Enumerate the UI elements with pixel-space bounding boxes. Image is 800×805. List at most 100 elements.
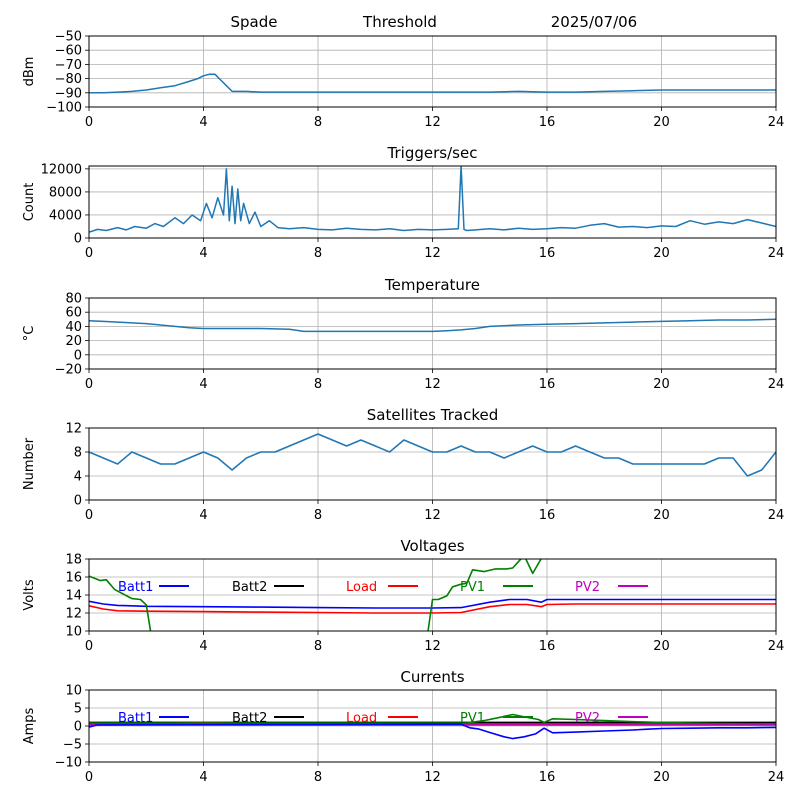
panel-title: Voltages [400, 537, 464, 555]
legend-label-batt1: Batt1 [118, 711, 153, 726]
series-line-voltages-pv1 [89, 559, 542, 631]
series-line-triggers-0 [89, 166, 776, 233]
x-tick-label: 4 [199, 246, 207, 261]
x-tick-label: 4 [199, 770, 207, 785]
series-line-voltages-batt1 [89, 598, 776, 609]
y-tick-label: −20 [55, 363, 82, 378]
y-tick-label: 14 [65, 589, 82, 604]
series-group-signal [89, 73, 776, 94]
x-tick-label: 12 [424, 508, 441, 523]
legend-label-pv1: PV1 [460, 711, 485, 726]
panel-title: Currents [400, 668, 464, 686]
y-tick-label: −10 [55, 756, 82, 771]
panel-satellites: 0 4 8 12 16 20 24 0 4 8 12 Number Satellites Tracked [22, 406, 784, 523]
x-tick-label: 8 [314, 508, 322, 523]
panel-title: Triggers/sec [387, 144, 478, 162]
x-tick-label: 4 [199, 115, 207, 130]
x-tick-label: 24 [768, 639, 785, 654]
x-tick-label: 12 [424, 115, 441, 130]
x-tick-label: 0 [85, 508, 93, 523]
y-tick-label: 20 [65, 334, 82, 349]
x-tick-label: 8 [314, 377, 322, 392]
legend-label-pv2: PV2 [575, 711, 600, 726]
series-line-temperature-0 [89, 318, 776, 333]
series-group-temperature [89, 318, 776, 333]
y-tick-label: −80 [55, 72, 82, 87]
series-group-satellites [89, 433, 776, 477]
y-tick-label: 8 [74, 446, 82, 461]
y-tick-label: 4 [74, 470, 82, 485]
x-tick-label: 12 [424, 377, 441, 392]
y-tick-label: 0 [74, 720, 82, 735]
y-tick-label: 60 [65, 306, 82, 321]
legend-label-batt2: Batt2 [232, 580, 267, 595]
legend-label-pv2: PV2 [575, 580, 600, 595]
x-tick-label: 12 [424, 770, 441, 785]
x-tick-label: 8 [314, 246, 322, 261]
x-tick-label: 8 [314, 115, 322, 130]
series-line-currents-batt1 [89, 723, 776, 740]
y-axis-label: Count [22, 183, 37, 222]
y-axis-label: Volts [22, 579, 37, 611]
x-tick-label: 16 [539, 770, 556, 785]
y-axis-label: °C [22, 326, 37, 342]
x-tick-label: 16 [539, 508, 556, 523]
y-tick-label: −70 [55, 58, 82, 73]
x-tick-label: 8 [314, 639, 322, 654]
x-tick-label: 24 [768, 770, 785, 785]
x-tick-label: 12 [424, 246, 441, 261]
series-line-signal-0 [89, 73, 776, 94]
x-tick-label: 0 [85, 770, 93, 785]
y-tick-label: 10 [65, 625, 82, 640]
series-line-currents-pv1 [89, 713, 776, 725]
y-tick-label: −5 [63, 738, 82, 753]
series-line-satellites-0 [89, 433, 776, 477]
x-tick-label: 20 [653, 639, 670, 654]
x-tick-label: 24 [768, 377, 785, 392]
y-tick-label: 18 [65, 553, 82, 568]
y-tick-label: 10 [65, 684, 82, 699]
x-tick-label: 8 [314, 770, 322, 785]
series-group-currents [89, 713, 776, 740]
legend-label-batt2: Batt2 [232, 711, 267, 726]
x-tick-label: 20 [653, 115, 670, 130]
x-tick-label: 20 [653, 508, 670, 523]
panel-title: Temperature [384, 276, 480, 294]
x-tick-label: 24 [768, 246, 785, 261]
x-tick-label: 12 [424, 639, 441, 654]
header-station: Spade [231, 13, 278, 31]
y-tick-label: 4000 [49, 208, 82, 223]
x-tick-label: 24 [768, 115, 785, 130]
y-axis-label: dBm [22, 57, 37, 87]
panel-currents: 0 4 8 12 16 20 24 −10 −5 0 5 10 Amps Currents Batt1 Bat… [22, 668, 784, 785]
y-tick-label: 12000 [41, 162, 82, 177]
series-line-voltages-load [89, 603, 776, 614]
panel-title: Satellites Tracked [367, 406, 498, 424]
y-tick-label: 0 [74, 494, 82, 509]
header-date: 2025/07/06 [551, 13, 637, 31]
panel-signal: 0 4 8 12 16 20 24 −100−90−80−70−60−50 dBm [22, 30, 784, 131]
y-tick-label: −100 [46, 101, 82, 116]
x-tick-label: 4 [199, 377, 207, 392]
x-tick-label: 16 [539, 246, 556, 261]
y-tick-label: 16 [65, 571, 82, 586]
y-tick-label: 0 [74, 348, 82, 363]
x-tick-label: 0 [85, 115, 93, 130]
y-tick-label: 8000 [49, 185, 82, 200]
x-tick-label: 4 [199, 639, 207, 654]
panel-voltages: 0 4 8 12 16 20 24 10 12 14 16 18 Volts Voltages Batt1 B… [22, 537, 784, 654]
series-group-voltages [89, 559, 776, 631]
x-tick-label: 16 [539, 115, 556, 130]
x-tick-label: 4 [199, 508, 207, 523]
x-tick-label: 0 [85, 377, 93, 392]
x-tick-label: 20 [653, 246, 670, 261]
x-tick-label: 20 [653, 770, 670, 785]
y-tick-label: 5 [74, 702, 82, 717]
y-tick-label: −90 [55, 86, 82, 101]
panel-triggers: 0 4 8 12 16 20 24 0 4000 8000 12000 Count Triggers/s… [22, 144, 784, 261]
x-tick-label: 16 [539, 639, 556, 654]
y-tick-label: 80 [65, 292, 82, 307]
